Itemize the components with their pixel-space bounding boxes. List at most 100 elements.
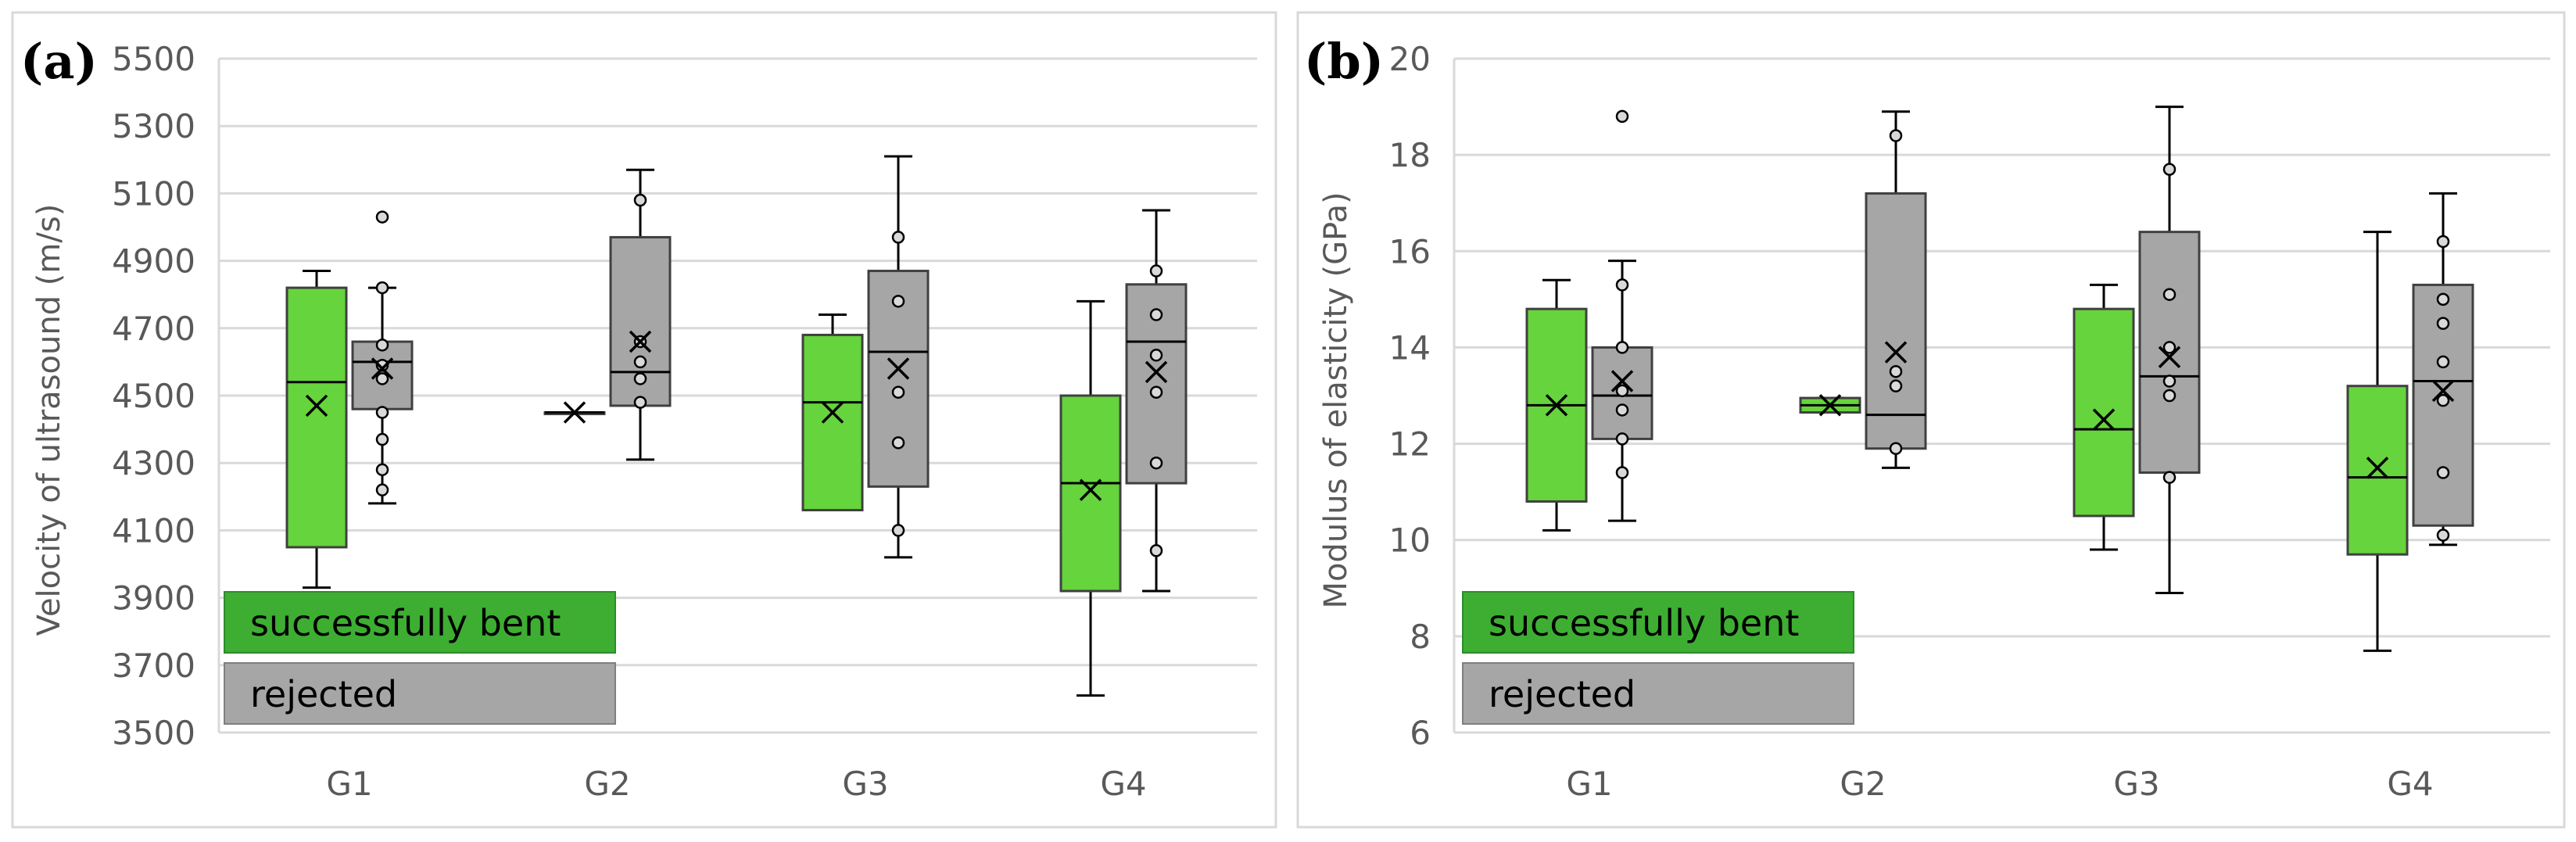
a-box-g4-rejected: [1125, 209, 1188, 593]
b-legend-swatch-rejected: [1462, 662, 1854, 725]
a-y-tick-label: 3500: [112, 714, 195, 752]
a-x-tick-label: G3: [842, 765, 888, 803]
data-point: [375, 281, 389, 295]
mean-marker: [1145, 360, 1168, 384]
b-legend-label-bent: successfully bent: [1489, 602, 1799, 644]
a-x-tick-label: G1: [326, 765, 372, 803]
data-point: [375, 432, 389, 446]
data-point: [2436, 466, 2450, 479]
panel-a-label: (a): [20, 33, 98, 90]
box-body: [2346, 385, 2409, 556]
data-point: [1615, 384, 1629, 398]
data-point: [1149, 308, 1163, 321]
data-point: [2162, 471, 2177, 484]
a-legend-label-rejected: rejected: [250, 673, 397, 715]
data-point: [1149, 385, 1163, 399]
mean-marker: [2158, 346, 2181, 368]
data-point: [633, 396, 647, 409]
a-y-tick-label: 4100: [112, 511, 195, 550]
panel-a-plot: 3500 3700 3900 4100 4300 4500 4700 4900 5100 5300…: [112, 40, 1257, 803]
data-point: [1615, 432, 1629, 446]
data-point: [1889, 442, 1903, 455]
data-point: [2436, 292, 2450, 306]
a-legend-swatch-rejected: [224, 662, 616, 725]
panel-b: (b) Modulus of elasticity (GPa) 6 8 10 12 14…: [1296, 11, 2566, 829]
b-legend-swatch-bent: [1462, 591, 1854, 654]
data-point: [633, 372, 647, 385]
b-box-g1-rejected: [1591, 109, 1653, 522]
data-point: [2436, 528, 2450, 542]
mean-marker: [1079, 478, 1102, 501]
a-box-g2-bent: [543, 401, 606, 424]
data-point: [891, 295, 905, 308]
a-legend-label-bent: successfully bent: [250, 602, 561, 644]
a-y-tick-label: 4300: [112, 444, 195, 482]
b-y-tick-label: 16: [1389, 232, 1431, 271]
data-point: [1615, 403, 1629, 417]
b-y-tick-label: 6: [1410, 714, 1431, 752]
b-x-tick-label: G3: [2113, 765, 2159, 803]
mean-marker: [305, 394, 328, 417]
mean-marker: [1884, 341, 1908, 364]
b-x-tick-label: G4: [2387, 765, 2433, 803]
a-y-tick-label: 3700: [112, 647, 195, 685]
b-y-tick-label: 12: [1389, 425, 1431, 464]
data-point: [2436, 317, 2450, 330]
b-box-g3-rejected: [2138, 106, 2201, 594]
b-x-tick-label: G1: [1566, 765, 1612, 803]
data-point: [2162, 374, 2177, 388]
a-y-tick-label: 5300: [112, 107, 195, 145]
data-point: [1889, 364, 1903, 378]
b-box-g4-rejected: [2412, 192, 2474, 546]
mean-marker: [821, 401, 844, 424]
data-point: [891, 231, 905, 244]
data-point: [375, 339, 389, 352]
b-x-tick-label: G2: [1840, 765, 1886, 803]
mean-marker: [1610, 370, 1634, 392]
data-point: [891, 385, 905, 399]
data-point: [633, 355, 647, 369]
b-box-g3-bent: [2073, 283, 2135, 551]
a-y-tick-label: 5100: [112, 174, 195, 213]
a-box-g4-bent: [1059, 299, 1122, 697]
b-y-tick-label: 10: [1389, 521, 1431, 560]
b-y-tick-label: 8: [1410, 618, 1431, 656]
data-point: [375, 406, 389, 419]
data-point: [2436, 235, 2450, 249]
a-y-tick-label: 3900: [112, 579, 195, 618]
panel-a: (a) Velocity of ultrasound (m/s) 3500 370…: [11, 11, 1277, 829]
a-x-tick-label: G4: [1100, 765, 1146, 803]
data-point: [1615, 341, 1629, 354]
data-point: [2162, 163, 2177, 176]
b-y-tick-label: 14: [1389, 328, 1431, 367]
data-point: [1615, 109, 1629, 124]
mean-marker: [2092, 408, 2116, 432]
data-point: [891, 436, 905, 450]
mean-marker: [887, 357, 910, 380]
data-point: [1149, 349, 1163, 362]
data-point: [1889, 379, 1903, 392]
box-body: [1059, 394, 1122, 593]
data-point: [2162, 288, 2177, 301]
a-y-tick-label: 4900: [112, 242, 195, 281]
data-point: [375, 372, 389, 385]
box-body: [1865, 192, 1927, 450]
b-box-g2-bent: [1799, 394, 1861, 417]
mean-marker: [2431, 379, 2455, 403]
a-box-g3-rejected: [867, 155, 930, 559]
data-point: [375, 483, 389, 496]
data-point: [2436, 355, 2450, 369]
data-point: [891, 524, 905, 537]
data-point: [2436, 393, 2450, 407]
panel-b-plot: 6 8 10 12 14 16 18 20 G1 G2 G3 G4 successfully bent r…: [1389, 40, 2550, 803]
a-legend-swatch-bent: [224, 591, 616, 654]
data-point: [2162, 389, 2177, 403]
a-box-g3-bent: [801, 314, 864, 512]
data-point: [1615, 466, 1629, 479]
box-body: [2073, 307, 2135, 518]
data-point: [1149, 456, 1163, 470]
panel-b-y-axis-label: Modulus of elasticity (GPa): [1318, 192, 1354, 608]
data-point: [2162, 341, 2177, 354]
mean-marker: [1818, 394, 1842, 417]
